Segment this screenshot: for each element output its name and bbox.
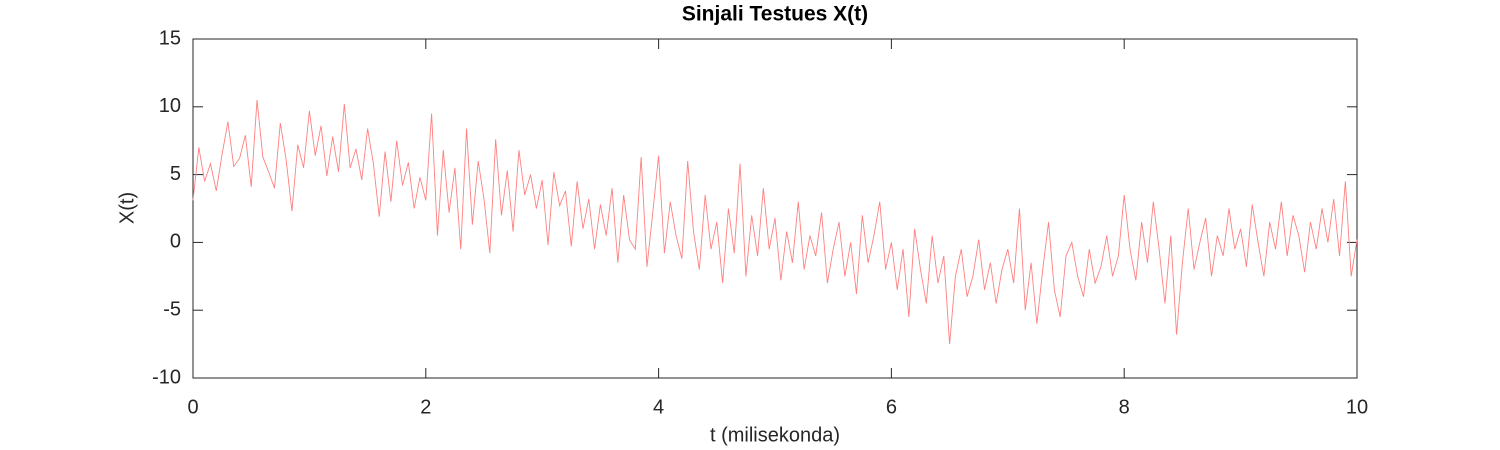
x-tick-label: 8 [1119,396,1130,418]
y-tick-label: 10 [159,95,181,117]
x-tick-label: 4 [653,396,664,418]
x-tick-label: 2 [420,396,431,418]
y-tick-label: 15 [159,27,181,49]
y-tick-label: 5 [170,163,181,185]
chart-title: Sinjali Testues X(t) [682,3,868,26]
signal-line [192,99,1358,345]
x-tick-label: 0 [187,396,198,418]
y-axis-label: X(t) [116,192,138,224]
x-tick-label: 10 [1346,396,1368,418]
x-tick-label: 6 [886,396,897,418]
y-tick-label: -10 [152,366,181,388]
plot-frame [192,38,1358,379]
y-tick-label: 0 [170,231,181,253]
y-tick-label: -5 [163,298,181,320]
x-axis-label: t (milisekonda) [710,424,840,446]
